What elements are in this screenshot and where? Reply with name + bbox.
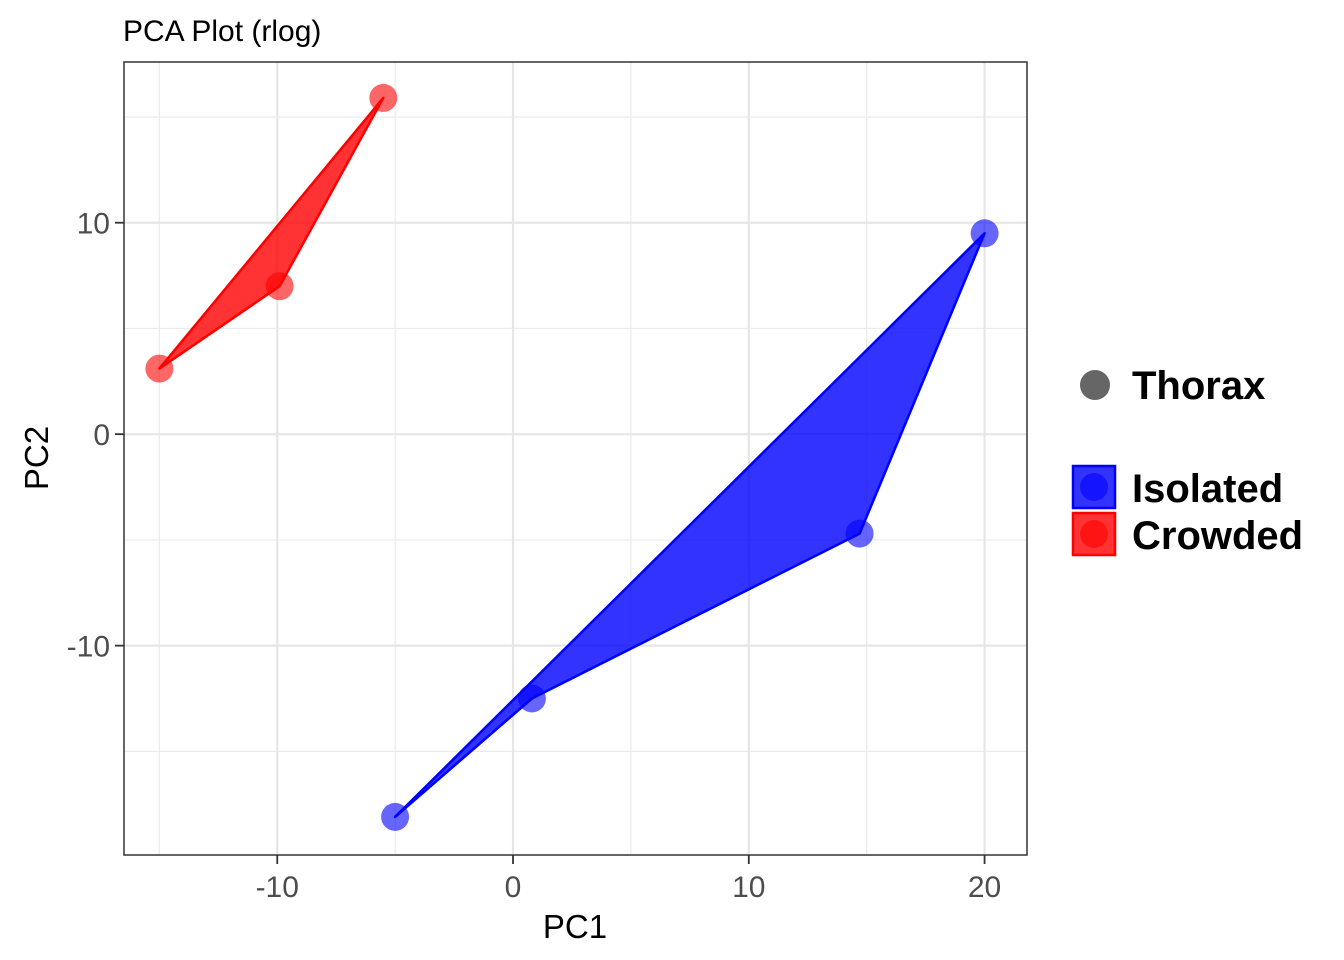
- point-crowded: [265, 272, 294, 301]
- legend-label-isolated: Isolated: [1132, 467, 1283, 511]
- x-axis-title: PC1: [543, 908, 607, 945]
- legend-label-crowded: Crowded: [1132, 514, 1303, 558]
- grid-minor: [124, 62, 1027, 855]
- y-axis-title: PC2: [18, 426, 55, 490]
- point-isolated: [845, 519, 874, 548]
- legend-key-isolated: [1071, 464, 1117, 510]
- hull-isolated: [393, 232, 986, 819]
- legend-key-thorax: [1080, 370, 1110, 400]
- point-crowded: [145, 354, 174, 383]
- y-tick-label: 0: [93, 419, 110, 452]
- y-axis: -10 0 10: [67, 208, 124, 664]
- x-axis: -10 0 10 20: [256, 855, 1001, 904]
- y-tick-label: -10: [67, 631, 110, 664]
- chart-title: PCA Plot (rlog): [123, 15, 321, 48]
- plot-panel-border: [123, 61, 1028, 856]
- x-tick-label: -10: [256, 871, 299, 904]
- legend-label-thorax: Thorax: [1132, 364, 1265, 408]
- legend-key-point: [1080, 520, 1108, 548]
- legend-key-point: [1080, 473, 1108, 501]
- series-hulls: [158, 96, 986, 819]
- point-isolated: [517, 684, 546, 713]
- x-tick-label: 20: [968, 871, 1001, 904]
- x-tick-label: 0: [505, 871, 522, 904]
- x-tick-label: 10: [732, 871, 765, 904]
- y-tick-label: 10: [77, 208, 110, 241]
- hull-crowded: [158, 96, 385, 370]
- point-crowded: [369, 83, 398, 112]
- data-points: [145, 83, 999, 831]
- shape-legend: Thorax: [1080, 364, 1265, 408]
- legend-key-crowded: [1071, 511, 1117, 557]
- point-isolated: [381, 802, 410, 831]
- point-isolated: [970, 219, 999, 248]
